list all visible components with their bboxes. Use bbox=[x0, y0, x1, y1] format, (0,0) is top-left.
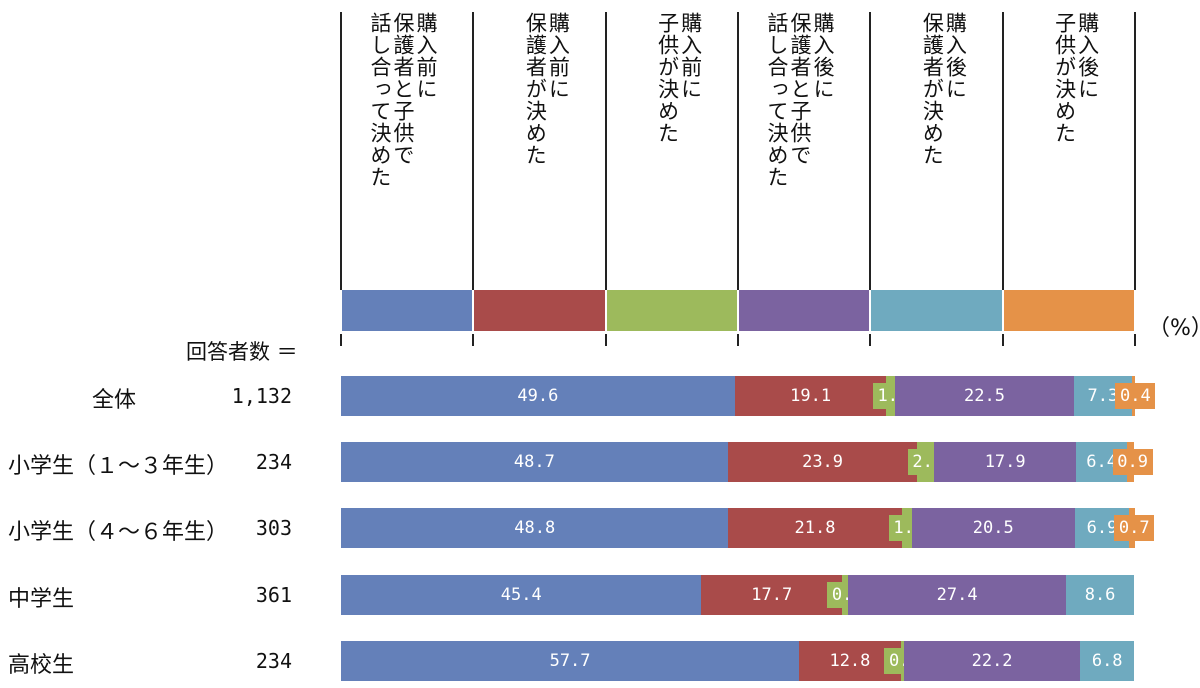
legend-tick bbox=[737, 334, 739, 346]
data-label: 6.9 bbox=[1086, 518, 1118, 538]
data-label: 57.7 bbox=[549, 651, 591, 671]
bar-segment bbox=[911, 508, 1075, 548]
bar-segment bbox=[341, 508, 729, 548]
row-label: 小学生（１～３年生） bbox=[8, 454, 229, 479]
data-label: 6.4 bbox=[1086, 452, 1117, 472]
legend-divider bbox=[1134, 12, 1136, 290]
legend-tick bbox=[869, 334, 871, 346]
row-label: 全体 bbox=[92, 388, 137, 413]
data-label: 8.6 bbox=[1084, 585, 1116, 605]
respondents-label: 回答者数 ＝ bbox=[186, 340, 298, 364]
unit-label: （%） bbox=[1148, 316, 1200, 341]
legend-swatch bbox=[342, 290, 473, 331]
data-label: 19.1 bbox=[790, 386, 832, 406]
data-label: 22.5 bbox=[964, 386, 1005, 406]
respondent-count: 303 bbox=[255, 516, 292, 540]
legend-swatch bbox=[739, 290, 870, 331]
legend-tick bbox=[472, 334, 474, 346]
legend-divider bbox=[869, 12, 871, 290]
bar-segment bbox=[1065, 575, 1135, 615]
bar-segment bbox=[848, 575, 1066, 615]
bar-segment bbox=[895, 376, 1074, 416]
data-label: 21.8 bbox=[794, 518, 836, 538]
bar-segment bbox=[341, 641, 800, 681]
data-label: 27.4 bbox=[936, 585, 978, 605]
data-label: 0.4 bbox=[1115, 383, 1156, 409]
legend-swatch bbox=[474, 290, 605, 331]
legend-label: 購入前に 保護者と子供で 話し合って決めた bbox=[368, 12, 438, 188]
legend-tick bbox=[1134, 334, 1136, 346]
bar-segment bbox=[701, 575, 842, 615]
row-label: 高校生 bbox=[8, 653, 75, 678]
legend-label: 購入前に 保護者が決めた bbox=[523, 12, 571, 166]
legend-tick bbox=[1002, 334, 1004, 346]
data-label: 0.9 bbox=[1112, 449, 1153, 475]
bar-segment bbox=[727, 442, 918, 482]
data-label: 6.8 bbox=[1091, 651, 1123, 671]
row-label: 中学生 bbox=[8, 587, 75, 612]
bar-segment bbox=[903, 641, 1081, 681]
legend-swatch bbox=[606, 290, 737, 331]
legend-label: 購入後に 子供が決めた bbox=[1052, 12, 1100, 144]
respondent-count: 234 bbox=[255, 649, 292, 673]
data-label: 20.5 bbox=[972, 518, 1014, 538]
data-label: 48.8 bbox=[514, 518, 556, 538]
legend-label: 購入後に 保護者が決めた bbox=[920, 12, 968, 166]
bar-segment bbox=[341, 442, 728, 482]
legend-divider bbox=[1002, 12, 1004, 290]
legend-swatch bbox=[871, 290, 1002, 331]
data-label: 23.9 bbox=[802, 452, 844, 472]
legend-divider bbox=[472, 12, 474, 290]
respondent-count: 361 bbox=[255, 583, 292, 607]
bar-segment bbox=[799, 641, 901, 681]
bar-segment bbox=[341, 376, 735, 416]
bar-segment bbox=[728, 508, 902, 548]
data-label: 17.7 bbox=[751, 585, 793, 605]
row-label: 小学生（４～６年生） bbox=[8, 520, 229, 545]
legend-divider bbox=[737, 12, 739, 290]
data-label: 49.6 bbox=[517, 386, 559, 406]
data-label: 0.7 bbox=[1114, 515, 1155, 541]
bar-segment bbox=[341, 575, 702, 615]
legend-divider bbox=[605, 12, 607, 290]
legend-swatch bbox=[1003, 290, 1134, 331]
data-label: 7.3 bbox=[1087, 386, 1119, 406]
legend-label: 購入前に 子供が決めた bbox=[655, 12, 703, 144]
respondent-count: 1,132 bbox=[231, 384, 292, 408]
bar-segment bbox=[734, 376, 887, 416]
bar-segment bbox=[934, 442, 1077, 482]
data-label: 17.9 bbox=[984, 452, 1026, 472]
data-label: 12.8 bbox=[829, 651, 871, 671]
legend-divider bbox=[340, 12, 342, 290]
legend-label: 購入後に 保護者と子供で 話し合って決めた bbox=[765, 12, 835, 188]
data-label: 45.4 bbox=[500, 585, 542, 605]
legend-tick bbox=[340, 334, 342, 346]
legend-tick bbox=[605, 334, 607, 346]
respondent-count: 234 bbox=[255, 450, 292, 474]
data-label: 48.7 bbox=[513, 452, 555, 472]
data-label: 22.2 bbox=[971, 651, 1013, 671]
bar-segment bbox=[1080, 641, 1135, 681]
